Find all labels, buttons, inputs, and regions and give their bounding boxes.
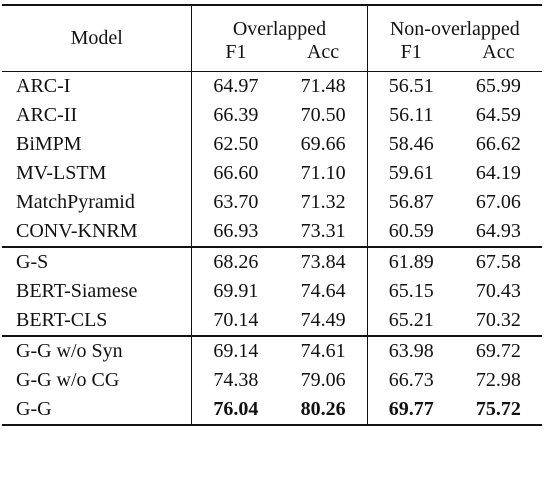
value-cell-o-acc: 74.64 (279, 277, 368, 306)
table-body: ARC-I 64.97 71.48 56.51 65.99 ARC-II 66.39 70.5… (2, 71, 542, 425)
value-cell-n-f1: 63.98 (367, 335, 455, 366)
value-cell-n-acc: 66.62 (475, 133, 521, 155)
value-cell-o-acc: 71.10 (279, 159, 368, 188)
value-cell-n-acc: 64.59 (475, 104, 521, 126)
value-cell-n-acc: 65.99 (454, 71, 542, 101)
value-cell-o-f1: 74.38 (213, 369, 259, 391)
value-cell-n-f1: 69.77 (388, 398, 434, 420)
value-cell-o-acc: 79.06 (279, 366, 368, 395)
value-cell-o-acc: 73.84 (279, 246, 368, 277)
value-cell-n-acc: 69.72 (454, 335, 542, 366)
value-cell-o-f1: 62.50 (213, 133, 259, 155)
model-name-cell: BiMPM (2, 130, 193, 159)
model-name-cell: G-G w/o Syn (2, 335, 193, 366)
value-cell-o-f1: 66.39 (213, 104, 259, 126)
value-cell-n-f1: 56.51 (367, 71, 455, 101)
value-cell-o-f1: 64.97 (191, 71, 280, 101)
value-cell-o-acc: 74.61 (279, 335, 368, 366)
table-header: Model Overlapped Non-overlapped F1 Acc F… (2, 5, 542, 72)
table-row: ARC-I 64.97 71.48 56.51 65.99 (2, 71, 542, 101)
value-cell-o-acc: 73.31 (279, 217, 368, 247)
value-cell-n-f1: 59.61 (388, 162, 434, 184)
table-row: BERT-CLS 70.14 74.49 65.21 70.32 (2, 306, 542, 336)
results-table: Model Overlapped Non-overlapped F1 Acc F… (2, 4, 542, 426)
table-row: G-G w/o CG 74.38 79.06 66.73 72.98 (2, 366, 542, 395)
header-non-overlapped: Non-overlapped (389, 18, 520, 40)
value-cell-n-f1: 66.73 (388, 369, 434, 391)
value-cell-o-acc: 71.48 (279, 71, 368, 101)
value-cell-o-f1: 69.91 (213, 280, 259, 302)
value-cell-n-f1: 61.89 (367, 246, 455, 277)
value-cell-o-acc: 70.50 (279, 101, 368, 130)
value-cell-o-f1: 68.26 (191, 246, 280, 277)
header-non-overlapped-acc: Acc (482, 41, 515, 63)
value-cell-n-acc: 75.72 (475, 398, 521, 420)
header-overlapped-f1: F1 (225, 41, 247, 63)
value-cell-n-acc: 70.43 (475, 280, 521, 302)
header-row-groups: Model Overlapped Non-overlapped (2, 5, 542, 72)
model-name-cell: BERT-CLS (2, 306, 193, 336)
model-name-cell: ARC-II (2, 101, 193, 130)
value-cell-o-acc: 74.49 (279, 306, 368, 336)
header-non-overlapped-f1: F1 (400, 41, 422, 63)
value-cell-n-acc: 70.32 (475, 309, 521, 331)
value-cell-o-f1: 69.14 (191, 335, 280, 366)
value-cell-n-acc: 67.58 (454, 246, 542, 277)
model-name-cell: G-G w/o CG (2, 366, 193, 395)
value-cell-o-f1: 76.04 (213, 398, 259, 420)
value-cell-n-f1: 58.46 (388, 133, 434, 155)
value-cell-o-f1: 66.60 (213, 162, 259, 184)
value-cell-n-acc: 72.98 (475, 369, 521, 391)
value-cell-o-acc: 71.32 (279, 188, 368, 217)
value-cell-n-f1: 65.15 (388, 280, 434, 302)
table-row: G-G w/o Syn 69.14 74.61 63.98 69.72 (2, 335, 542, 366)
table-row: CONV-KNRM 66.93 73.31 60.59 64.93 (2, 217, 542, 247)
value-cell-o-f1: 63.70 (213, 191, 259, 213)
model-name-cell: ARC-I (2, 71, 193, 101)
model-name-cell: BERT-Siamese (2, 277, 193, 306)
model-name-cell: CONV-KNRM (2, 217, 193, 247)
table-row: G-S 68.26 73.84 61.89 67.58 (2, 246, 542, 277)
model-name-cell: G-S (2, 246, 193, 277)
value-cell-n-f1: 60.59 (388, 220, 434, 242)
header-row-metrics: F1 Acc F1 Acc (2, 41, 542, 72)
value-cell-n-f1: 65.21 (388, 309, 434, 331)
value-cell-o-f1: 70.14 (213, 309, 259, 331)
table-row: ARC-II 66.39 70.50 56.11 64.59 (2, 101, 542, 130)
table-row: BERT-Siamese 69.91 74.64 65.15 70.43 (2, 277, 542, 306)
value-cell-o-f1: 66.93 (213, 220, 259, 242)
table-row: MatchPyramid 63.70 71.32 56.87 67.06 (2, 188, 542, 217)
model-name-cell: G-G (2, 395, 193, 425)
table-row: G-G 76.04 80.26 69.77 75.72 (2, 395, 542, 425)
table-row: MV-LSTM 66.60 71.10 59.61 64.19 (2, 159, 542, 188)
value-cell-n-f1: 56.87 (388, 191, 434, 213)
model-name-cell: MV-LSTM (2, 159, 193, 188)
value-cell-n-f1: 56.11 (389, 104, 434, 126)
value-cell-n-acc: 64.93 (475, 220, 521, 242)
value-cell-o-acc: 80.26 (279, 395, 368, 425)
value-cell-n-acc: 64.19 (475, 162, 521, 184)
header-overlapped-acc: Acc (279, 41, 368, 72)
value-cell-n-acc: 67.06 (475, 191, 521, 213)
header-model: Model (2, 5, 193, 72)
value-cell-o-acc: 69.66 (279, 130, 368, 159)
header-overlapped: Overlapped (191, 5, 368, 41)
table-row: BiMPM 62.50 69.66 58.46 66.62 (2, 130, 542, 159)
model-name-cell: MatchPyramid (2, 188, 193, 217)
